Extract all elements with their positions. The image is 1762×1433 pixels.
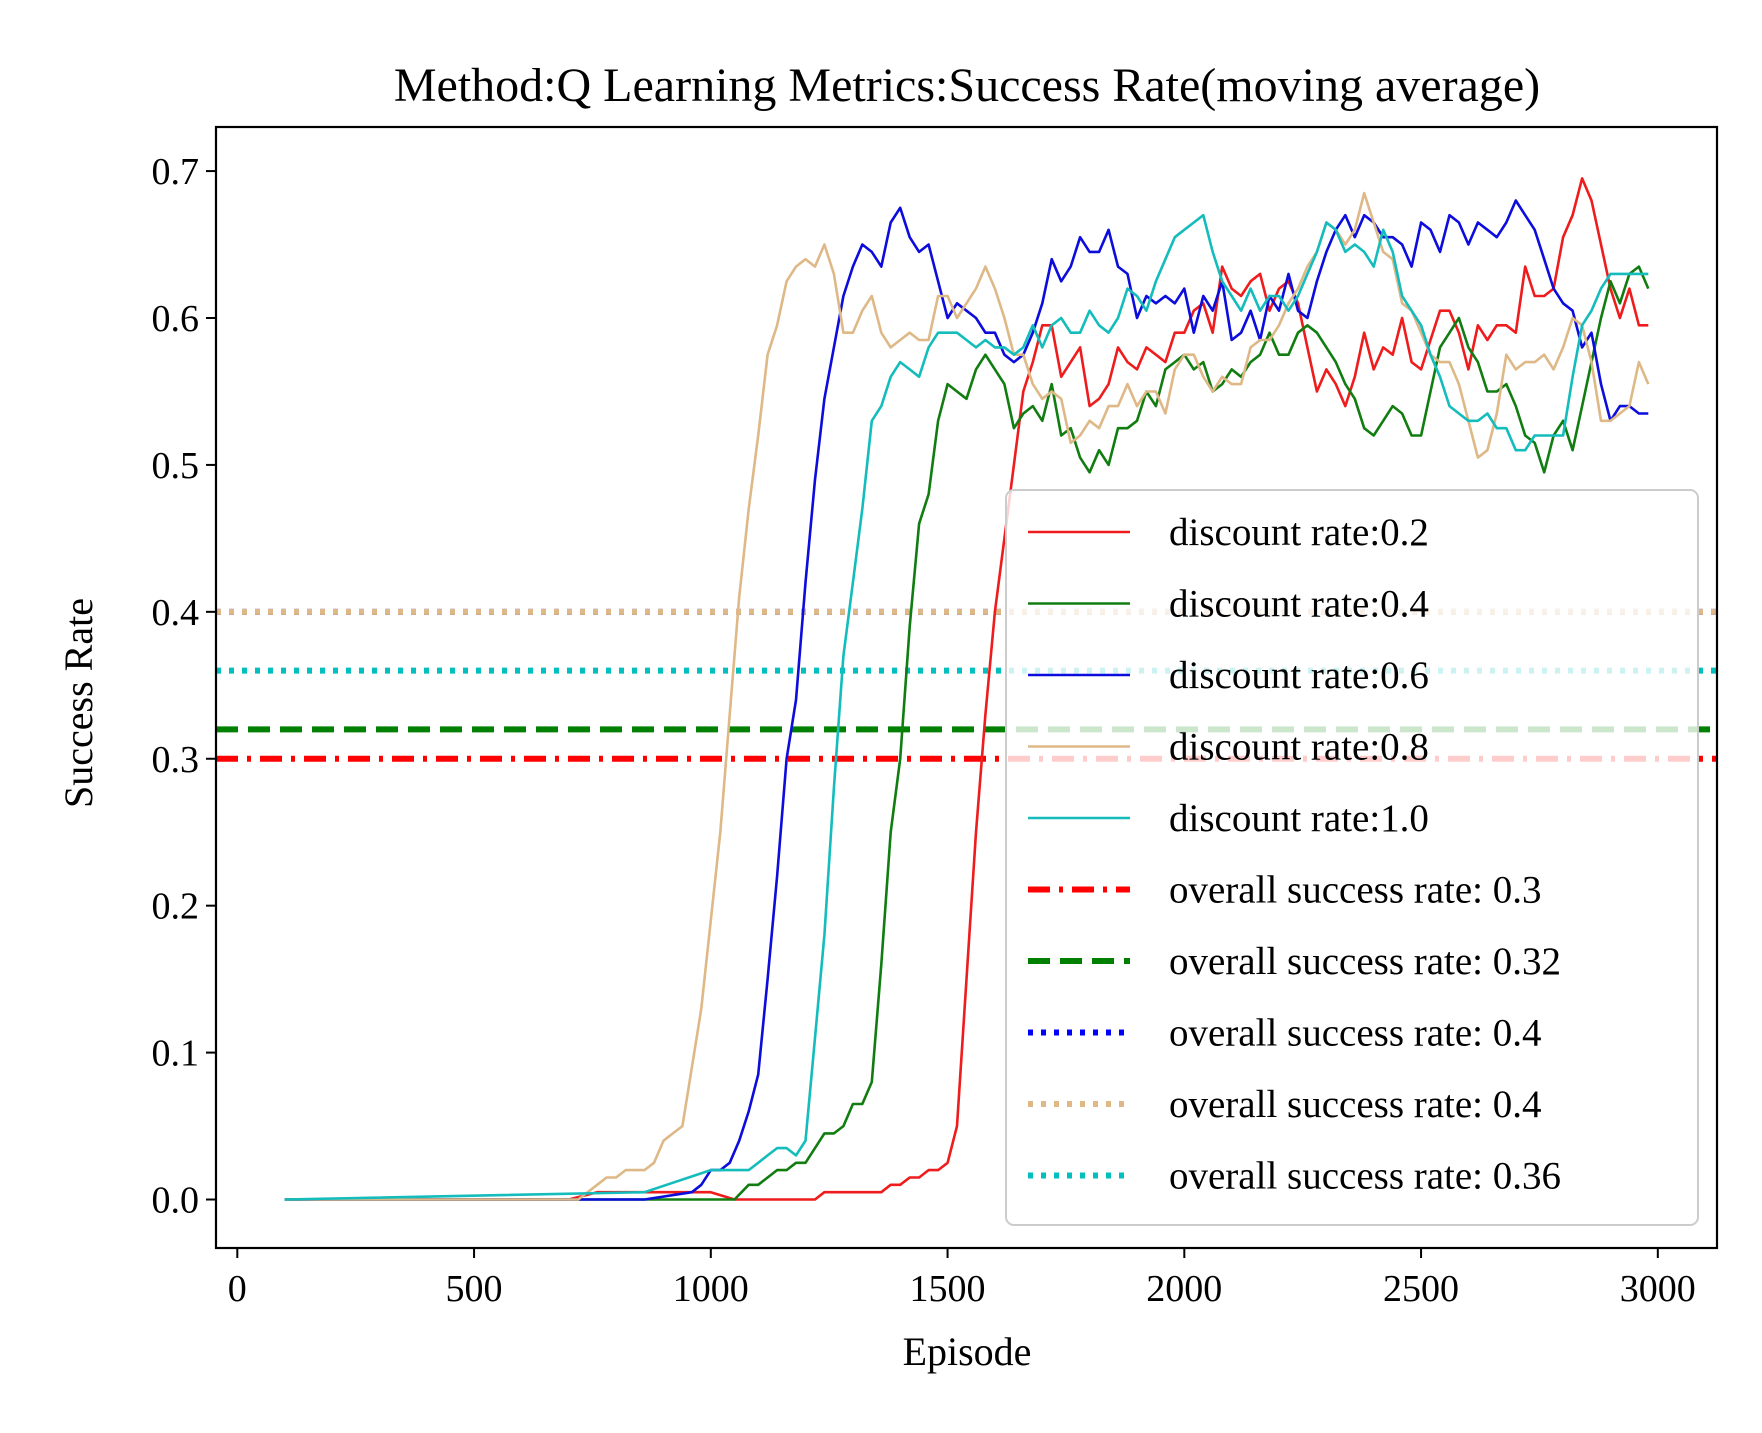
y-axis-label: Success Rate [56,598,101,808]
y-tick-label: 0.5 [152,445,200,487]
legend-label-9: overall success rate: 0.4 [1169,1083,1542,1126]
y-tick-label: 0.4 [152,592,200,634]
x-tick-label: 2000 [1146,1268,1222,1310]
x-tick-label: 500 [446,1268,503,1310]
x-axis: 0 500 1000 1500 2000 2500 3000 [228,1248,1696,1310]
chart-title: Method:Q Learning Metrics:Success Rate(m… [394,59,1540,112]
x-tick-label: 1000 [673,1268,749,1310]
series-line-2 [284,265,1650,1201]
y-tick-label: 0.1 [152,1033,200,1075]
y-tick-label: 0.3 [152,739,200,781]
y-axis: 0.0 0.1 0.2 0.3 0.4 0.5 0.6 0.7 [152,151,216,1222]
legend-label-10: overall success rate: 0.36 [1169,1155,1561,1198]
legend: discount rate:0.2 discount rate:0.4 discou… [1005,489,1699,1226]
legend-label-2: discount rate:0.4 [1169,583,1429,626]
series-line-5 [284,213,1649,1201]
series-line-1 [284,177,1649,1201]
x-axis-label: Episode [903,1329,1032,1374]
series-line-3 [284,199,1649,1201]
plot-frame [214,125,1719,1250]
y-tick-label: 0.2 [152,886,200,928]
legend-label-1: discount rate:0.2 [1169,511,1429,554]
legend-label-4: discount rate:0.8 [1169,726,1429,769]
y-tick-label: 0.0 [152,1180,200,1222]
x-tick-label: 1500 [910,1268,986,1310]
legend-label-8: overall success rate: 0.4 [1169,1012,1542,1055]
y-tick-label: 0.7 [152,151,200,193]
legend-box [1005,489,1699,1226]
y-tick-label: 0.6 [152,298,200,340]
legend-label-6: overall success rate: 0.3 [1169,869,1542,912]
x-tick-label: 3000 [1620,1268,1696,1310]
x-tick-label: 0 [228,1268,247,1310]
x-tick-label: 2500 [1383,1268,1459,1310]
legend-label-3: discount rate:0.6 [1169,654,1429,697]
legend-label-5: discount rate:1.0 [1169,797,1429,840]
legend-label-7: overall success rate: 0.32 [1169,940,1561,983]
